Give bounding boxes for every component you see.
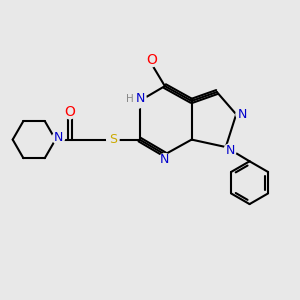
Circle shape: [107, 134, 119, 146]
Text: O: O: [64, 105, 75, 119]
Text: N: N: [160, 153, 170, 166]
Text: H: H: [126, 94, 134, 104]
Circle shape: [236, 108, 248, 121]
Text: S: S: [109, 133, 117, 146]
Text: N: N: [54, 131, 63, 144]
Circle shape: [52, 132, 64, 144]
Text: N: N: [226, 143, 235, 157]
Text: O: O: [146, 53, 157, 67]
Circle shape: [159, 154, 171, 166]
Circle shape: [224, 144, 236, 156]
Circle shape: [145, 54, 158, 67]
Text: N: N: [136, 92, 145, 105]
Text: N: N: [238, 108, 247, 121]
Circle shape: [63, 106, 76, 119]
Circle shape: [127, 89, 146, 108]
